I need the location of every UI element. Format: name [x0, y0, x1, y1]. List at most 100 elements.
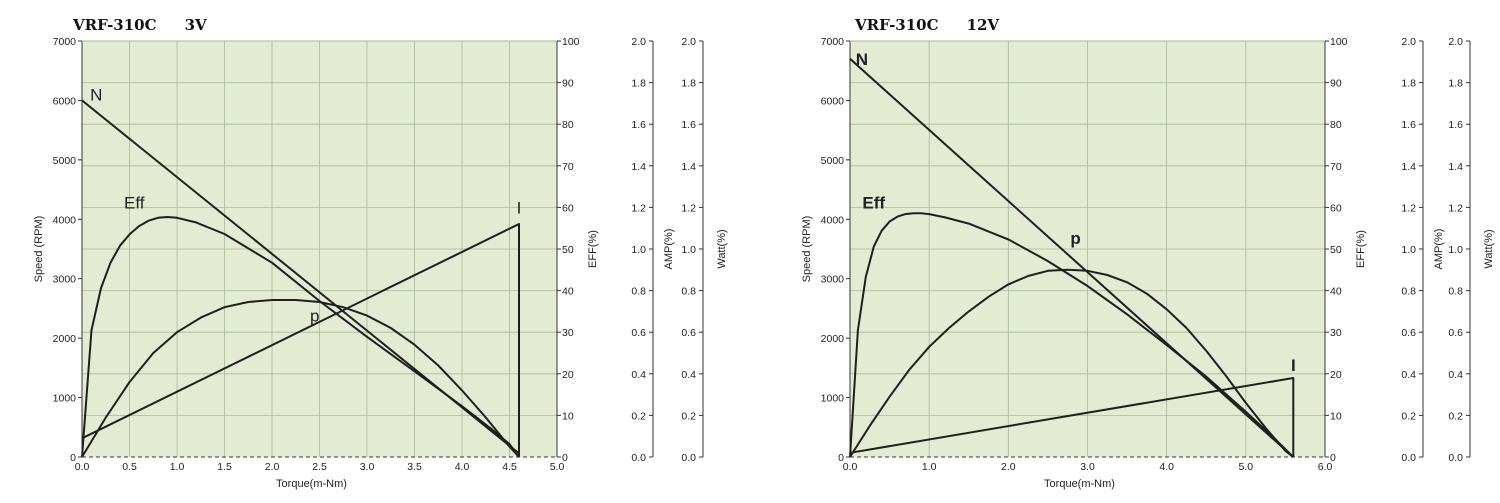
x-tick-label: 4.0 — [1159, 461, 1174, 473]
amp-tick-label: 1.8 — [1401, 78, 1416, 90]
amp-tick-label: 2.0 — [631, 36, 646, 48]
model-name: VRF-310C — [855, 16, 939, 34]
eff-axis-title: EFF(%) — [587, 230, 599, 268]
eff-tick-label: 70 — [1330, 161, 1342, 173]
x-tick-label: 1.0 — [922, 461, 937, 473]
speed-tick-label: 6000 — [821, 95, 845, 107]
eff-tick-label: 50 — [1330, 244, 1342, 256]
amp-axis-title: AMP(%) — [1433, 229, 1445, 270]
x-tick-label: 1.5 — [217, 461, 232, 473]
curve-p — [81, 299, 520, 458]
amp-tick-label: 0.6 — [1401, 327, 1416, 339]
speed-tick-label: 1000 — [53, 393, 77, 405]
curve-label-p: p — [310, 307, 319, 326]
x-tick-label: 1.0 — [170, 461, 185, 473]
speed-axis-title: Speed (RPM) — [33, 216, 45, 283]
chart-svg: 0.0 1.0 2.0 3.0 4.0 5.0 6.00102030405060708090… — [801, 36, 1495, 490]
speed-tick-label: 6000 — [53, 95, 77, 107]
watt-tick-label: 0.2 — [1448, 410, 1463, 422]
curve-i — [81, 223, 520, 457]
x-tick-label: 2.5 — [312, 461, 327, 473]
x-tick-label: 0.5 — [122, 461, 137, 473]
eff-tick-label: 80 — [1330, 119, 1342, 131]
speed-tick-label: 2000 — [53, 333, 77, 345]
speed-tick-label: 7000 — [53, 36, 77, 48]
amp-tick-label: 1.0 — [1401, 244, 1416, 256]
chart-12v: VRF-310C 12V 0.0 1.0 2.0 3.0 4.0 5.0 6.0 0 10 20 30… — [765, 0, 1500, 503]
curve-label-eff: Eff — [124, 194, 145, 213]
curve-label-n: N — [856, 50, 868, 69]
eff-tick-label: 50 — [562, 244, 574, 256]
amp-axis-title: AMP(%) — [663, 229, 675, 270]
eff-axis-title: EFF(%) — [1355, 230, 1367, 268]
x-tick-label: 6.0 — [1318, 461, 1333, 473]
watt-tick-label: 1.0 — [681, 244, 696, 256]
curve-eff — [81, 216, 520, 458]
speed-tick-label: 4000 — [821, 214, 845, 226]
amp-tick-label: 0.4 — [631, 369, 646, 381]
eff-tick-label: 60 — [562, 202, 574, 214]
amp-tick-label: 0.0 — [631, 452, 646, 464]
voltage-label: 3V — [184, 16, 207, 34]
watt-tick-label: 1.6 — [1448, 119, 1463, 131]
x-tick-label: 5.0 — [1239, 461, 1254, 473]
x-tick-label: 3.0 — [1080, 461, 1095, 473]
watt-tick-label: 1.0 — [1448, 244, 1463, 256]
eff-tick-label: 40 — [1330, 286, 1342, 298]
eff-tick-label: 30 — [562, 327, 574, 339]
amp-tick-label: 1.4 — [631, 161, 646, 173]
watt-tick-label: 0.8 — [681, 286, 696, 298]
watt-tick-label: 0.0 — [681, 452, 696, 464]
watt-tick-label: 0.4 — [1448, 369, 1463, 381]
amp-tick-label: 0.4 — [1401, 369, 1416, 381]
amp-tick-label: 2.0 — [1401, 36, 1416, 48]
speed-tick-label: 7000 — [821, 36, 845, 48]
x-tick-label: 0.0 — [75, 461, 90, 473]
speed-tick-label: 5000 — [53, 155, 77, 167]
curve-label-n: N — [90, 85, 102, 104]
watt-tick-label: 1.4 — [681, 161, 696, 173]
watt-tick-label: 0.4 — [681, 369, 696, 381]
amp-tick-label: 1.8 — [631, 78, 646, 90]
amp-tick-label: 1.2 — [1401, 202, 1416, 214]
amp-tick-label: 0.2 — [631, 410, 646, 422]
x-tick-label: 3.0 — [360, 461, 375, 473]
speed-axis-title: Speed (RPM) — [801, 216, 813, 283]
speed-tick-label: 0 — [838, 452, 844, 464]
watt-tick-label: 0.0 — [1448, 452, 1463, 464]
watt-tick-label: 1.8 — [681, 78, 696, 90]
eff-tick-label: 10 — [562, 410, 574, 422]
speed-tick-label: 5000 — [821, 155, 845, 167]
amp-tick-label: 1.2 — [631, 202, 646, 214]
curve-label-i: I — [1291, 356, 1296, 375]
eff-tick-label: 20 — [562, 369, 574, 381]
speed-tick-label: 3000 — [53, 274, 77, 286]
watt-tick-label: 1.8 — [1448, 78, 1463, 90]
speed-tick-label: 2000 — [821, 333, 845, 345]
curve-i — [849, 377, 1295, 457]
speed-tick-label: 1000 — [821, 393, 845, 405]
watt-tick-label: 2.0 — [1448, 36, 1463, 48]
curve-eff — [849, 212, 1295, 458]
amp-tick-label: 1.6 — [1401, 119, 1416, 131]
watt-tick-label: 0.6 — [681, 327, 696, 339]
eff-tick-label: 70 — [562, 161, 574, 173]
eff-tick-label: 40 — [562, 286, 574, 298]
chart-3v: VRF-310C 3V 0.0 0.5 1.0 1.5 2.0 2.5 3.0 3.5 4.0 4.… — [33, 16, 728, 490]
amp-tick-label: 1.0 — [631, 244, 646, 256]
amp-tick-label: 1.6 — [631, 119, 646, 131]
eff-tick-label: 90 — [562, 78, 574, 90]
eff-tick-label: 0 — [1330, 452, 1336, 464]
chart-title: VRF-310C 12V — [855, 16, 999, 34]
eff-tick-label: 80 — [562, 119, 574, 131]
speed-tick-label: 3000 — [821, 274, 845, 286]
amp-tick-label: 0.0 — [1401, 452, 1416, 464]
eff-tick-label: 10 — [1330, 410, 1342, 422]
eff-tick-label: 100 — [562, 36, 580, 48]
x-tick-label: 5.0 — [550, 461, 565, 473]
watt-tick-label: 0.6 — [1448, 327, 1463, 339]
eff-tick-label: 60 — [1330, 202, 1342, 214]
speed-tick-label: 4000 — [53, 214, 77, 226]
eff-tick-label: 90 — [1330, 78, 1342, 90]
eff-tick-label: 0 — [562, 452, 568, 464]
